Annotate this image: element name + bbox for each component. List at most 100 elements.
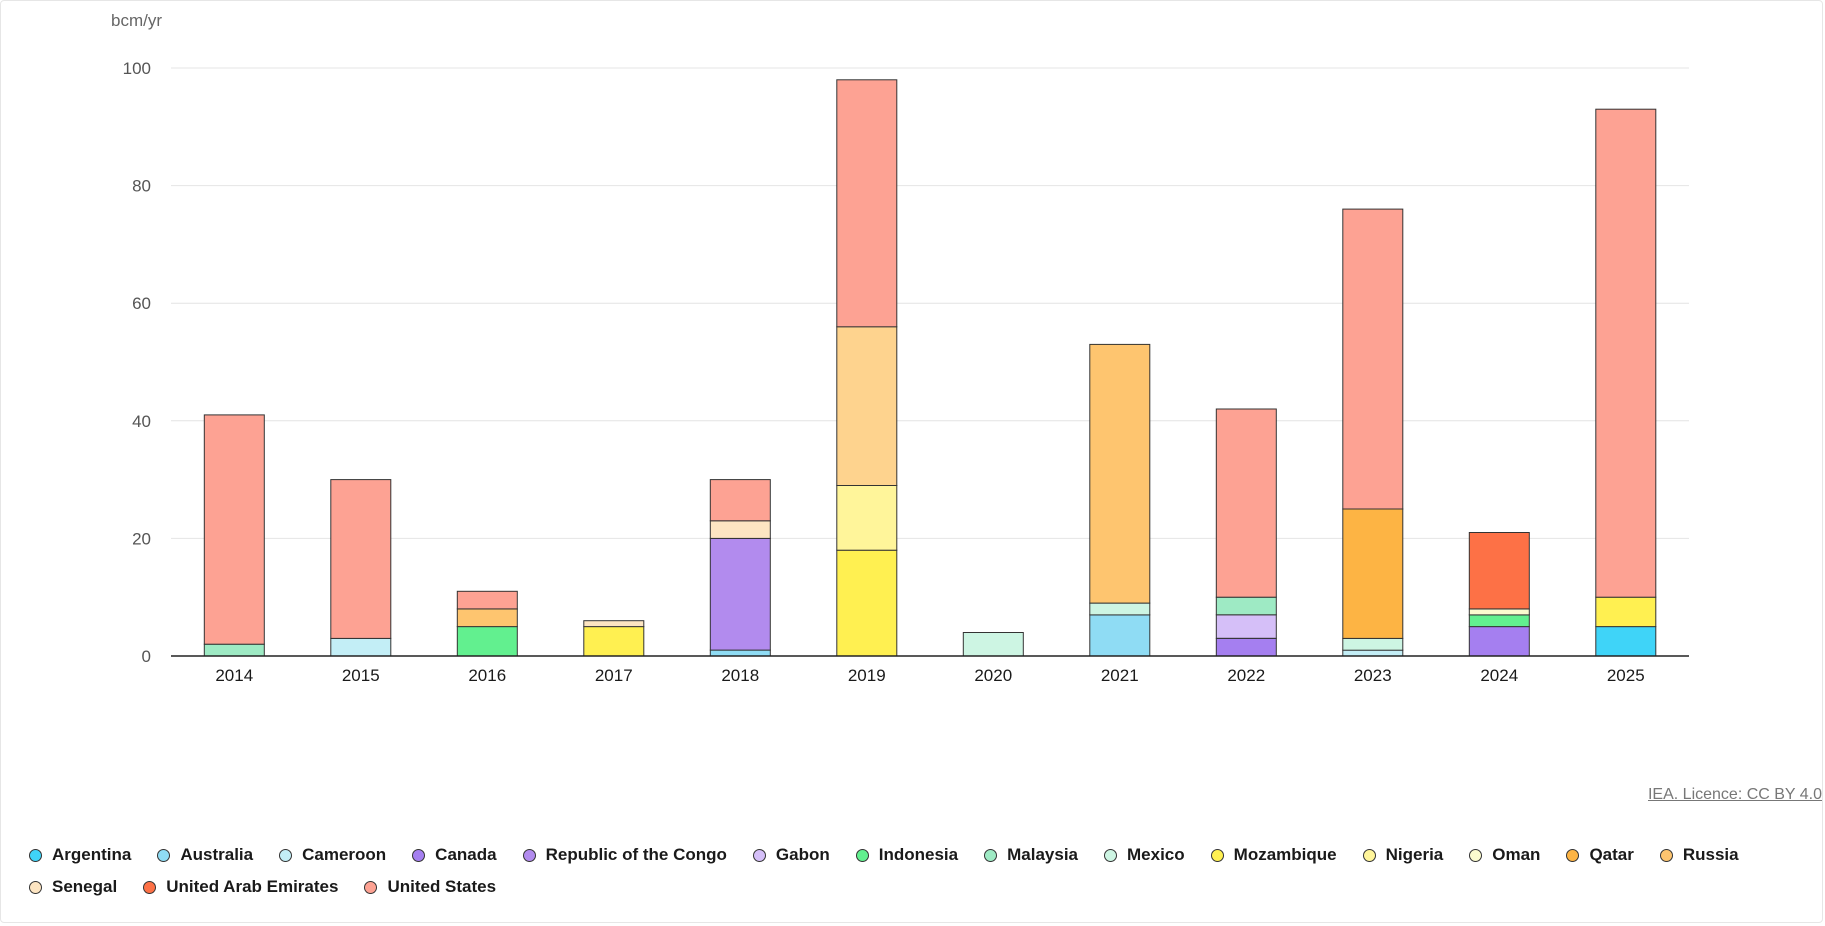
legend-label: Republic of the Congo <box>545 845 727 864</box>
bar-segment[interactable] <box>1215 408 1277 598</box>
x-tick-label: 2015 <box>342 666 380 685</box>
legend-item[interactable]: Oman <box>1469 845 1540 865</box>
bar-segment[interactable] <box>330 637 392 657</box>
x-tick-label: 2020 <box>974 666 1012 685</box>
legend-label: Mozambique <box>1233 845 1337 864</box>
bar-segment[interactable] <box>709 649 771 657</box>
bar-segment[interactable] <box>1595 108 1657 598</box>
legend-item[interactable]: Argentina <box>29 845 131 865</box>
x-tick-label: 2022 <box>1227 666 1265 685</box>
bar-segment[interactable] <box>583 620 645 628</box>
y-axis-unit-label: bcm/yr <box>111 11 162 30</box>
legend-item[interactable]: United Arab Emirates <box>143 877 338 897</box>
legend-swatch-icon <box>157 848 171 862</box>
x-tick-label: 2019 <box>848 666 886 685</box>
legend-label: Indonesia <box>878 845 959 864</box>
legend-item[interactable]: Mexico <box>1104 845 1185 865</box>
bar-segment[interactable] <box>709 537 771 651</box>
licence-link[interactable]: IEA. Licence: CC BY 4.0 <box>1647 786 1822 803</box>
legend-item[interactable]: Malaysia <box>984 845 1078 865</box>
legend-label: Mexico <box>1127 845 1185 864</box>
legend-item[interactable]: Canada <box>412 845 497 865</box>
legend-swatch-icon <box>1210 848 1224 862</box>
bar-segment[interactable] <box>1342 208 1404 510</box>
bar-segment[interactable] <box>1468 608 1530 616</box>
legend-swatch-icon <box>1104 848 1118 862</box>
bar-segment[interactable] <box>1215 637 1277 657</box>
x-tick-label: 2014 <box>215 666 253 685</box>
legend-label: Australia <box>180 845 254 864</box>
bar-segment[interactable] <box>709 520 771 539</box>
bar-segment[interactable] <box>1468 626 1530 657</box>
legend-swatch-icon <box>1362 848 1376 862</box>
bar-segment[interactable] <box>1468 614 1530 628</box>
legend-label: Russia <box>1682 845 1739 864</box>
legend-label: Senegal <box>52 877 118 896</box>
legend-item[interactable]: Senegal <box>29 877 117 897</box>
legend-swatch-icon <box>29 880 42 894</box>
legend-swatch-icon <box>279 848 293 862</box>
y-tick-label: 80 <box>132 177 151 196</box>
legend-swatch-icon <box>752 848 766 862</box>
bar-segment[interactable] <box>836 549 898 657</box>
legend-item[interactable]: Republic of the Congo <box>522 845 727 865</box>
legend-label: Nigeria <box>1385 845 1444 864</box>
legend-label: Oman <box>1492 845 1541 864</box>
bar-segment[interactable] <box>456 590 518 610</box>
bar-segment[interactable] <box>836 326 898 487</box>
y-tick-label: 0 <box>142 647 151 666</box>
bar-segment[interactable] <box>836 79 898 328</box>
bar-segment[interactable] <box>330 479 392 639</box>
legend-label: Malaysia <box>1007 845 1079 864</box>
y-tick-label: 20 <box>132 529 151 548</box>
bar-segment[interactable] <box>1595 626 1657 657</box>
legend-item[interactable]: United States <box>364 877 496 897</box>
legend-swatch-icon <box>522 848 536 862</box>
bar-segment[interactable] <box>1342 508 1404 639</box>
bar-segment[interactable] <box>1215 596 1277 616</box>
legend-label: United Arab Emirates <box>166 877 339 896</box>
legend-item[interactable]: Mozambique <box>1210 845 1337 865</box>
bar-segment[interactable] <box>836 485 898 551</box>
bar-segment[interactable] <box>1595 596 1657 628</box>
bar-segment[interactable] <box>1089 343 1151 604</box>
legend-label: Qatar <box>1589 845 1634 864</box>
legend-item[interactable]: Indonesia <box>855 845 959 865</box>
legend-item[interactable]: Qatar <box>1566 845 1634 865</box>
legend-label: United States <box>387 877 497 896</box>
bar-segment[interactable] <box>962 632 1024 657</box>
legend-item[interactable]: Nigeria <box>1362 845 1444 865</box>
bar-segment[interactable] <box>1215 614 1277 639</box>
legend-swatch-icon <box>1566 848 1580 862</box>
legend-swatch-icon <box>29 848 42 862</box>
y-tick-label: 60 <box>132 294 151 313</box>
x-tick-label: 2025 <box>1607 666 1645 685</box>
legend-item[interactable]: Australia <box>157 845 253 865</box>
y-tick-label: 100 <box>123 59 151 78</box>
legend-label: Canada <box>435 845 497 864</box>
bar-segment[interactable] <box>709 479 771 522</box>
legend-item[interactable]: Gabon <box>752 845 830 865</box>
bar-segment[interactable] <box>1468 532 1530 610</box>
legend-label: Argentina <box>52 845 132 864</box>
y-tick-label: 40 <box>132 412 151 431</box>
bar-segment[interactable] <box>203 643 265 657</box>
bar-segment[interactable] <box>1089 614 1151 657</box>
bar-segment[interactable] <box>583 626 645 657</box>
bar-segment[interactable] <box>1089 602 1151 616</box>
legend-item[interactable]: Cameroon <box>279 845 386 865</box>
x-tick-label: 2016 <box>468 666 506 685</box>
bar-segment[interactable] <box>1342 637 1404 651</box>
bar-segment[interactable] <box>456 608 518 628</box>
legend-item[interactable]: Russia <box>1659 845 1739 865</box>
x-tick-label: 2024 <box>1480 666 1518 685</box>
bar-segment[interactable] <box>456 626 518 657</box>
bar-segment[interactable] <box>1342 649 1404 657</box>
legend-swatch-icon <box>1659 848 1673 862</box>
legend-label: Gabon <box>775 845 830 864</box>
x-tick-label: 2018 <box>721 666 759 685</box>
bar-segment[interactable] <box>203 414 265 645</box>
legend-swatch-icon <box>412 848 426 862</box>
